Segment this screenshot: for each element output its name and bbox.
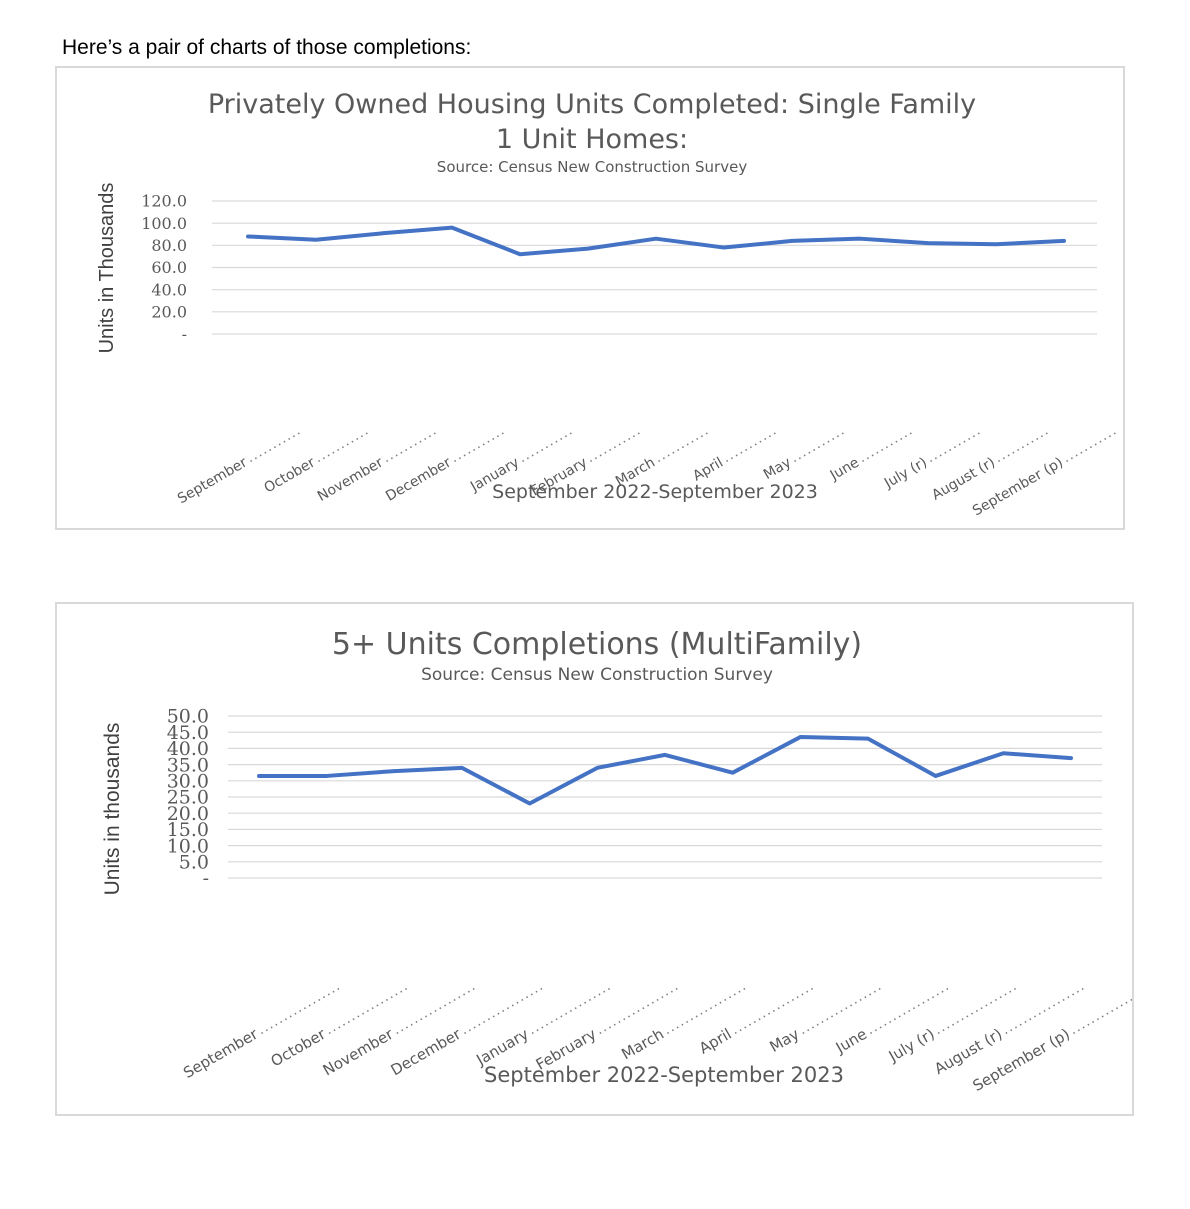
x-tick-label: August (r) (929, 430, 1051, 504)
single-family-chart-panel: Privately Owned Housing Units Completed:… (55, 66, 1125, 530)
y-tick-label: 45.0 (167, 722, 209, 744)
y-tick-labels: - 20.0 40.0 60.0 80.0 100.0 120.0 (141, 192, 187, 344)
x-tick-label: February (533, 986, 680, 1074)
svg-text:July (r): July (r) (885, 1025, 938, 1066)
y-tick-label: 20.0 (167, 803, 209, 825)
x-tick-label: March (618, 986, 748, 1063)
x-axis-label: September 2022-September 2023 (492, 481, 818, 503)
svg-text:June: June (827, 455, 862, 485)
series-line-path (246, 225, 1066, 257)
intro-text: Here’s a pair of charts of those complet… (62, 36, 472, 59)
svg-text:April: April (690, 455, 726, 485)
y-tick-label: 30.0 (167, 770, 209, 792)
chart-title-line2: 1 Unit Homes: (496, 124, 688, 155)
y-tick-label: 10.0 (167, 835, 209, 857)
multifamily-chart-panel: 5+ Units Completions (MultiFamily) Sourc… (55, 602, 1134, 1116)
y-tick-label: - (203, 868, 209, 890)
x-axis-label: September 2022-September 2023 (484, 1063, 844, 1087)
svg-text:September: September (175, 454, 250, 507)
chart-title: 5+ Units Completions (MultiFamily) (332, 627, 862, 662)
svg-text:September: September (180, 1024, 262, 1081)
svg-text:November: November (315, 454, 386, 504)
y-axis-label: Units in thousands (101, 723, 124, 896)
series-line-path (257, 735, 1073, 806)
y-tick-label: 20.0 (151, 302, 187, 321)
y-tick-label: 60.0 (151, 258, 187, 277)
y-tick-label: 40.0 (167, 738, 209, 760)
y-tick-label: 35.0 (167, 754, 209, 776)
y-tick-label: 100.0 (141, 214, 187, 233)
series-line (246, 225, 1066, 257)
y-tick-label: 25.0 (167, 787, 209, 809)
svg-text:June: June (832, 1025, 870, 1057)
y-tick-label: 50.0 (167, 706, 209, 728)
x-tick-label: April (696, 986, 816, 1058)
svg-text:October: October (261, 454, 318, 496)
x-tick-label: May (766, 986, 883, 1056)
svg-text:November: November (320, 1024, 397, 1079)
svg-text:May: May (766, 1025, 802, 1056)
x-tick-label: November (315, 430, 439, 505)
single-family-chart: Privately Owned Housing Units Completed:… (96, 89, 1119, 519)
gridlines (228, 715, 1102, 879)
y-tick-label: 40.0 (151, 280, 187, 299)
y-tick-label: 120.0 (141, 192, 187, 211)
svg-text:May: May (761, 455, 794, 483)
y-tick-label: - (182, 325, 187, 344)
chart-subtitle: Source: Census New Construction Survey (437, 158, 748, 176)
gridlines (212, 200, 1097, 335)
x-tick-label: September (175, 430, 303, 507)
y-tick-labels: -5.010.015.020.025.030.035.040.045.050.0 (167, 706, 209, 890)
y-axis-label: Units in Thousands (96, 183, 118, 354)
svg-text:July (r): July (r) (881, 455, 930, 493)
y-tick-label: 5.0 (179, 851, 209, 873)
svg-text:December: December (388, 1024, 465, 1079)
y-tick-label: 80.0 (151, 236, 187, 255)
multifamily-chart: 5+ Units Completions (MultiFamily) Sourc… (101, 627, 1132, 1095)
chart-subtitle: Source: Census New Construction Survey (421, 665, 773, 685)
chart-title-line1: Privately Owned Housing Units Completed:… (208, 89, 976, 120)
svg-text:March: March (618, 1025, 667, 1063)
y-tick-label: 15.0 (167, 819, 209, 841)
svg-text:December: December (383, 454, 454, 504)
svg-text:April: April (696, 1025, 735, 1058)
x-tick-label: December (383, 430, 507, 505)
series-line (257, 735, 1073, 806)
